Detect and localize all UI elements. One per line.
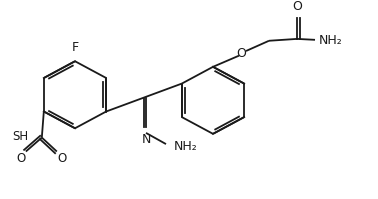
Text: O: O — [292, 0, 302, 13]
Text: NH₂: NH₂ — [174, 140, 198, 153]
Text: N: N — [141, 133, 151, 146]
Text: O: O — [57, 152, 67, 165]
Text: F: F — [71, 41, 79, 54]
Text: NH₂: NH₂ — [319, 34, 343, 47]
Text: O: O — [236, 47, 246, 60]
Text: SH: SH — [13, 130, 29, 143]
Text: O: O — [16, 152, 25, 165]
